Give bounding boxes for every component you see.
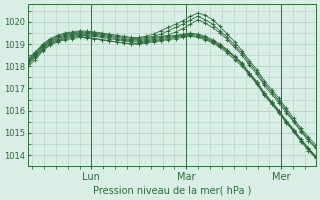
X-axis label: Pression niveau de la mer( hPa ): Pression niveau de la mer( hPa ) [93,186,251,196]
